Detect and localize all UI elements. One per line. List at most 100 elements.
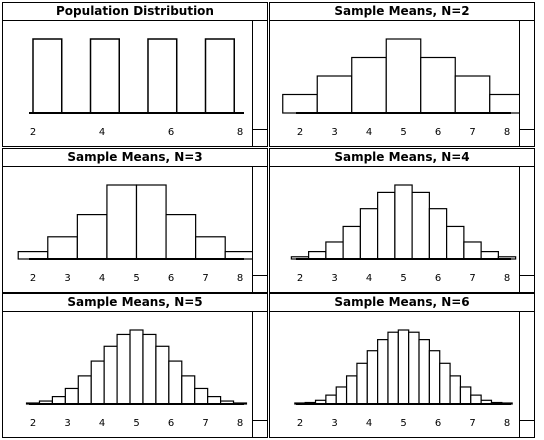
x-tick-label: 6	[435, 273, 441, 284]
histogram-bar	[47, 236, 78, 260]
x-tick-label: 8	[237, 418, 243, 429]
x-tick-label: 7	[469, 127, 475, 138]
x-tick-label: 2	[297, 127, 303, 138]
panel-title: Sample Means, N=2	[270, 3, 534, 21]
histogram-bar	[356, 362, 368, 405]
histogram-bar	[366, 350, 379, 405]
scroll-strip-divider	[253, 420, 267, 421]
histogram-plot: 2 3 4 5 6 7 8	[294, 329, 513, 429]
scroll-strip-divider	[253, 129, 267, 130]
x-tick-label: 5	[400, 273, 406, 284]
histogram-bar	[351, 56, 387, 114]
histogram-bar	[129, 329, 144, 405]
x-tick-label: 7	[202, 418, 208, 429]
x-tick-label: 3	[331, 418, 337, 429]
histogram-bar	[147, 38, 178, 114]
histogram-bar	[325, 394, 337, 405]
x-tick-label: 6	[168, 127, 174, 138]
histogram-bar	[454, 75, 491, 114]
x-tick-label: 3	[64, 273, 70, 284]
histogram-bar	[397, 329, 410, 405]
x-tick-label: 7	[202, 273, 208, 284]
x-tick-label: 6	[168, 273, 174, 284]
x-tick-label: 4	[99, 273, 105, 284]
histogram-bar	[489, 93, 519, 114]
histogram-bar	[282, 93, 318, 114]
histogram-bar	[64, 387, 79, 405]
histogram-bar	[325, 241, 344, 260]
histogram-panel: Sample Means, N=4 2 3 4 5 6 7 8	[269, 148, 535, 293]
histogram-bar	[470, 394, 482, 405]
x-tick-label: 3	[331, 273, 337, 284]
x-tick-label: 3	[64, 418, 70, 429]
histogram-bar	[195, 236, 226, 260]
scroll-strip-divider	[520, 275, 534, 276]
histogram-bar	[385, 38, 422, 114]
scroll-strip[interactable]	[519, 312, 534, 437]
histogram-bar	[224, 250, 252, 260]
panel-title: Sample Means, N=3	[3, 149, 267, 167]
scroll-strip-divider	[520, 420, 534, 421]
histogram-bar	[446, 225, 465, 260]
histogram-bar	[142, 333, 157, 405]
histogram-bar	[345, 375, 358, 405]
histogram-plot: 2 3 4 5 6 7 8	[25, 329, 248, 429]
histogram-bar	[411, 191, 430, 260]
histogram-bar	[359, 208, 379, 260]
histogram-bar	[168, 360, 183, 405]
scroll-strip[interactable]	[252, 21, 267, 146]
histogram-bar	[316, 75, 353, 114]
histogram-bar	[106, 184, 138, 260]
histogram-bar	[204, 38, 235, 114]
histogram-panel: Sample Means, N=3 2 3 4 5 6 7 8	[2, 148, 268, 293]
scroll-strip[interactable]	[519, 167, 534, 292]
histogram-bar	[51, 395, 66, 405]
x-tick-label: 4	[366, 127, 372, 138]
histogram-bar	[308, 250, 327, 260]
x-tick-label: 8	[237, 273, 243, 284]
histogram-bar	[420, 56, 456, 114]
x-tick-label: 8	[504, 273, 510, 284]
histogram-bar	[449, 375, 462, 405]
histogram-bar	[428, 350, 441, 405]
scroll-strip-divider	[520, 129, 534, 130]
histogram-bar	[194, 387, 209, 405]
x-tick-label: 4	[99, 127, 105, 138]
histogram-bar	[89, 38, 120, 114]
scroll-strip-divider	[253, 275, 267, 276]
x-tick-label: 2	[30, 418, 36, 429]
x-tick-label: 2	[30, 273, 36, 284]
x-tick-label: 3	[331, 127, 337, 138]
histogram-panel: Sample Means, N=6 2 3 4 5 6 7 8	[269, 293, 535, 438]
scroll-strip[interactable]	[252, 312, 267, 437]
x-tick-label: 8	[504, 418, 510, 429]
histogram-bar	[387, 331, 399, 405]
x-tick-label: 6	[168, 418, 174, 429]
histogram-bar	[428, 208, 448, 260]
histogram-panel: Population Distribution 2 4 6 8	[2, 2, 268, 147]
histogram-bar	[335, 386, 348, 405]
x-tick-label: 2	[297, 273, 303, 284]
histogram-bar	[408, 331, 420, 405]
panel-title: Sample Means, N=5	[3, 294, 267, 312]
x-tick-label: 5	[133, 273, 139, 284]
histogram-panel: Sample Means, N=2 2 3 4 5 6 7 8	[269, 2, 535, 147]
histogram-bar	[459, 386, 472, 405]
histogram-plot: 2 3 4 5 6 7 8	[290, 184, 517, 284]
x-tick-label: 5	[133, 418, 139, 429]
scroll-strip[interactable]	[519, 21, 534, 146]
histogram-bar	[165, 213, 197, 260]
x-tick-label: 4	[99, 418, 105, 429]
x-tick-label: 2	[30, 127, 36, 138]
panel-title: Sample Means, N=6	[270, 294, 534, 312]
histogram-plot: 2 4 6 8	[29, 38, 244, 138]
histogram-bar	[77, 375, 92, 405]
scroll-strip[interactable]	[252, 167, 267, 292]
histogram-bar	[135, 184, 167, 260]
x-tick-label: 5	[400, 127, 406, 138]
x-tick-label: 8	[504, 127, 510, 138]
histogram-bar	[418, 339, 430, 405]
histogram-bar	[463, 241, 482, 260]
histogram-bar	[377, 339, 389, 405]
